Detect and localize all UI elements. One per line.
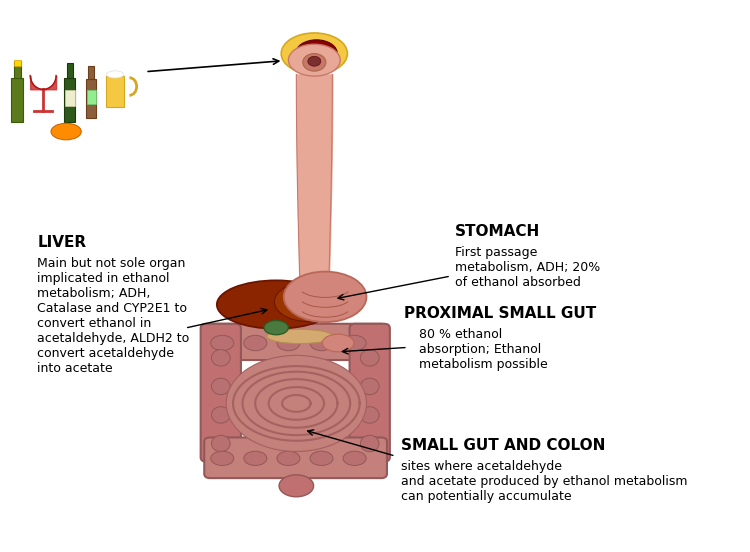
FancyBboxPatch shape — [350, 324, 390, 461]
Ellipse shape — [274, 282, 343, 322]
Ellipse shape — [343, 451, 366, 465]
Bar — [106, 76, 124, 108]
Ellipse shape — [211, 349, 230, 366]
Ellipse shape — [360, 378, 379, 395]
Ellipse shape — [277, 451, 300, 465]
Bar — [64, 78, 76, 122]
Bar — [86, 79, 96, 118]
Ellipse shape — [279, 475, 314, 497]
Ellipse shape — [264, 321, 289, 335]
Ellipse shape — [244, 451, 267, 465]
Text: PROXIMAL SMALL GUT: PROXIMAL SMALL GUT — [404, 306, 596, 321]
Ellipse shape — [322, 334, 354, 352]
Ellipse shape — [296, 40, 338, 67]
Bar — [67, 63, 73, 78]
Ellipse shape — [211, 407, 230, 423]
Bar — [64, 91, 75, 106]
Ellipse shape — [289, 44, 340, 76]
Ellipse shape — [360, 436, 379, 452]
Ellipse shape — [310, 335, 333, 351]
Text: LIVER: LIVER — [38, 235, 86, 250]
FancyBboxPatch shape — [204, 324, 387, 360]
Bar — [11, 78, 23, 122]
Ellipse shape — [211, 335, 234, 351]
FancyBboxPatch shape — [201, 324, 241, 461]
Ellipse shape — [281, 33, 347, 74]
Text: STOMACH: STOMACH — [454, 224, 540, 239]
Ellipse shape — [303, 54, 326, 71]
Text: First passage
metabolism, ADH; 20%
of ethanol absorbed: First passage metabolism, ADH; 20% of et… — [454, 246, 600, 289]
Ellipse shape — [277, 335, 300, 351]
Bar — [13, 61, 21, 78]
Ellipse shape — [343, 335, 366, 351]
Ellipse shape — [244, 335, 267, 351]
Ellipse shape — [226, 355, 367, 452]
Ellipse shape — [267, 330, 333, 343]
Text: 80 % ethanol
absorption; Ethanol
metabolism possible: 80 % ethanol absorption; Ethanol metabol… — [419, 328, 548, 371]
Text: Main but not sole organ
implicated in ethanol
metabolism; ADH,
Catalase and CYP2: Main but not sole organ implicated in et… — [38, 257, 190, 375]
Ellipse shape — [211, 378, 230, 395]
Ellipse shape — [217, 280, 335, 329]
Ellipse shape — [211, 451, 234, 465]
Text: sites where acetaldehyde
and acetate produced by ethanol metabolism
can potentia: sites where acetaldehyde and acetate pro… — [400, 460, 687, 503]
Bar — [87, 90, 96, 104]
Ellipse shape — [308, 56, 321, 66]
Ellipse shape — [51, 123, 81, 140]
Ellipse shape — [106, 71, 124, 78]
Ellipse shape — [360, 349, 379, 366]
Ellipse shape — [211, 436, 230, 452]
Bar — [88, 66, 94, 79]
Ellipse shape — [310, 451, 333, 465]
FancyBboxPatch shape — [204, 438, 387, 478]
Ellipse shape — [284, 272, 367, 322]
Text: SMALL GUT AND COLON: SMALL GUT AND COLON — [400, 438, 605, 453]
Bar — [13, 60, 21, 66]
Ellipse shape — [360, 407, 379, 423]
